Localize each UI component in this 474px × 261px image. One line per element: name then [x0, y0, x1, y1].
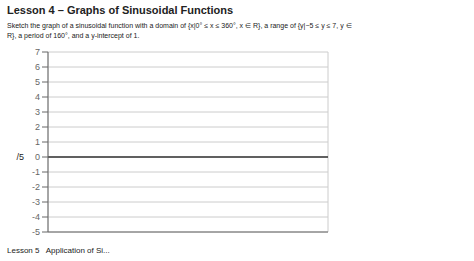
svg-text:-3: -3: [32, 197, 40, 207]
html-text:R}, a period of 160°, and a y-: R}, a period of 160°, and a y-intercept …: [7, 32, 140, 39]
svg-text:0: 0: [35, 152, 40, 162]
svg-text:1: 1: [35, 137, 40, 147]
svg-text:/5: /5: [16, 152, 24, 162]
svg-text:-2: -2: [32, 182, 40, 192]
html-text:Lesson 5 Application of Si...: Lesson 5 Application of Si...: [7, 246, 110, 255]
svg-text:2: 2: [35, 122, 40, 132]
html-text:Sketch the graph of a sinusoid: Sketch the graph of a sinusoidal functio…: [7, 22, 352, 29]
svg-text:7: 7: [35, 47, 40, 57]
svg-text:5: 5: [35, 77, 40, 87]
html-text:Lesson 4 – Graphs of Sinusoida: Lesson 4 – Graphs of Sinusoidal Function…: [7, 4, 234, 16]
svg-text:4: 4: [35, 92, 40, 102]
svg-text:-4: -4: [32, 212, 40, 222]
svg-text:6: 6: [35, 62, 40, 72]
svg-text:3: 3: [35, 107, 40, 117]
svg-text:-5: -5: [32, 227, 40, 237]
svg-text:-1: -1: [32, 167, 40, 177]
